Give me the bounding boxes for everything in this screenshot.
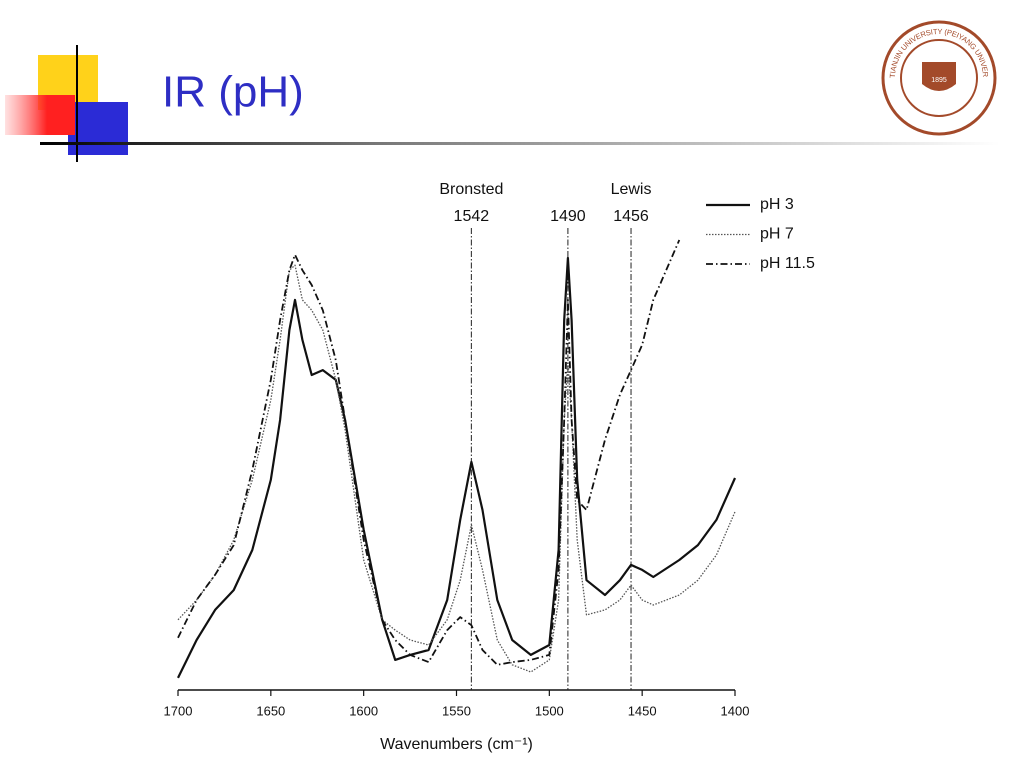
legend-label: pH 7 xyxy=(760,226,794,243)
x-tick-label: 1500 xyxy=(535,703,564,718)
chart: 1700 1650 1600 1550 1500 1450 1400 Wavenumbers … xyxy=(164,181,815,753)
deco-hline xyxy=(40,142,1000,145)
x-axis-label: Wavenumbers (cm⁻¹) xyxy=(380,736,533,753)
x-tick-label: 1450 xyxy=(628,703,657,718)
x-tick-label: 1650 xyxy=(256,703,285,718)
logo: TIANJIN UNIVERSITY (PEIYANG UNIVERSITY) … xyxy=(0,0,997,136)
marker-value: 1542 xyxy=(454,208,490,225)
series-line xyxy=(177,239,681,666)
x-tick-label: 1550 xyxy=(442,703,471,718)
logo-inner xyxy=(900,39,978,117)
logo-text: TIANJIN UNIVERSITY (PEIYANG UNIVERSITY) xyxy=(0,0,990,78)
logo-text-path: TIANJIN UNIVERSITY (PEIYANG UNIVERSITY) xyxy=(0,0,990,78)
series-line xyxy=(177,264,736,673)
deco-red xyxy=(5,95,75,135)
marker-value: 1456 xyxy=(613,208,649,225)
marker-note: Bronsted xyxy=(439,181,503,198)
legend-label: pH 3 xyxy=(760,196,794,213)
logo-year: 1895 xyxy=(931,77,947,84)
x-tick-label: 1400 xyxy=(721,703,750,718)
x-tick-label: 1600 xyxy=(349,703,378,718)
series-line xyxy=(177,256,737,679)
legend-label: pH 11.5 xyxy=(760,255,815,272)
marker-value: 1490 xyxy=(550,208,586,225)
x-tick-label: 1700 xyxy=(164,703,193,718)
slide-title: IR (pH) xyxy=(162,68,304,117)
marker-note: Lewis xyxy=(611,181,652,198)
logo-shield xyxy=(922,62,956,91)
